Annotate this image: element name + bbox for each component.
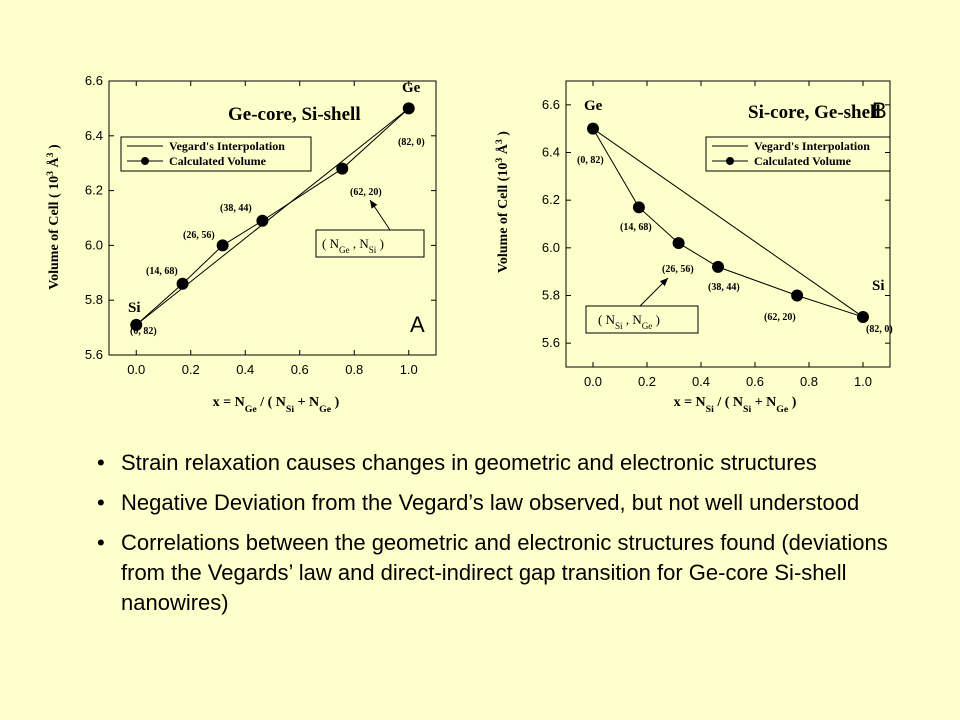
- legend-label: Vegard's Interpolation: [169, 139, 285, 153]
- y-tick-label: 6.4: [542, 145, 560, 160]
- series-line-calculated: [592, 128, 864, 318]
- y-tick-label: 6.0: [542, 240, 560, 255]
- legend-label: Vegard's Interpolation: [754, 139, 870, 153]
- x-tick-label: 0.0: [127, 362, 145, 377]
- chart-panel: 0.0 0.2 0.4 0.6 0.8 1.0 5.6 5.8 6.0 6.2 6.4 6.6 Ge-c…: [45, 73, 437, 415]
- chart-title: Si-core, Ge-shell: [748, 102, 881, 123]
- point-label: (0, 82): [130, 326, 157, 337]
- legend-label: Calculated Volume: [754, 154, 852, 168]
- legend-marker: [726, 157, 734, 165]
- series-line-calculated: [135, 108, 410, 326]
- legend-box: [705, 136, 891, 172]
- point-label: (82, 0): [398, 137, 425, 148]
- y-tick-label: 6.0: [85, 237, 103, 252]
- x-tick-label: 0.6: [291, 362, 309, 377]
- element-label: Si: [128, 300, 141, 316]
- element-label: Ge: [402, 80, 421, 96]
- point-label: (14, 68): [146, 266, 178, 277]
- point-label: (38, 44): [220, 203, 252, 214]
- y-tick-label: 6.6: [542, 97, 560, 112]
- y-tick-label: 6.2: [85, 183, 103, 198]
- legend-marker: [141, 157, 149, 165]
- plot-frame: [565, 80, 891, 368]
- element-label: Si: [872, 278, 885, 294]
- x-tick-label: 0.2: [182, 362, 200, 377]
- data-point: [632, 201, 645, 214]
- data-point: [791, 289, 804, 302]
- x-tick-label: 0.6: [746, 374, 764, 389]
- y-tick-label: 6.6: [85, 73, 103, 88]
- charts-area: 0.0 0.2 0.4 0.6 0.8 1.0 5.6 5.8 6.0 6.2 6.4 6.6 Ge-c…: [45, 73, 893, 415]
- point-label: (26, 56): [183, 230, 215, 241]
- x-tick-label: 1.0: [400, 362, 418, 377]
- element-label: Ge: [584, 98, 603, 114]
- bullet-item: Negative Deviation from the Vegard’s law…: [97, 488, 897, 518]
- y-tick-label: 5.8: [85, 292, 103, 307]
- y-tick-label: 5.6: [85, 347, 103, 362]
- x-tick-label: 0.0: [584, 374, 602, 389]
- chart-panel: 0.0 0.2 0.4 0.6 0.8 1.0 5.6 5.8 6.0 6.2 6.4 6.6 Si-c…: [494, 80, 893, 415]
- data-point: [176, 277, 189, 290]
- panel-label: B: [872, 98, 887, 123]
- annotation-text: ( NSi , NGe ): [598, 312, 660, 331]
- x-tick-label: 0.8: [345, 362, 363, 377]
- plot-frame: [108, 80, 437, 356]
- point-label: (14, 68): [620, 222, 652, 233]
- annotation-box: [585, 305, 699, 334]
- y-tick-label: 6.4: [85, 128, 103, 143]
- x-tick-label: 0.4: [236, 362, 254, 377]
- panel-label: A: [410, 312, 425, 337]
- x-axis-label: x = NGe / ( NSi + NGe ): [213, 395, 340, 415]
- y-tick-label: 6.2: [542, 192, 560, 207]
- data-point: [672, 237, 685, 250]
- point-label: (38, 44): [708, 282, 740, 293]
- data-point: [587, 122, 599, 135]
- data-point: [256, 214, 269, 227]
- legend-label: Calculated Volume: [169, 154, 267, 168]
- y-tick-label: 5.6: [542, 335, 560, 350]
- point-label: (82, 0): [866, 324, 893, 335]
- point-label: (62, 20): [350, 187, 382, 198]
- x-axis-label: x = NSi / ( NSi + NGe ): [674, 395, 797, 415]
- bullet-item: Correlations between the geometric and e…: [97, 528, 897, 618]
- annotation-arrowhead: [659, 278, 668, 287]
- data-point: [130, 318, 143, 331]
- chart-title: Ge-core, Si-shell: [228, 104, 361, 125]
- data-point: [402, 102, 415, 115]
- x-tick-label: 0.8: [800, 374, 818, 389]
- point-label: (26, 56): [662, 264, 694, 275]
- annotation-arrowhead: [370, 200, 378, 209]
- data-point: [336, 162, 349, 175]
- y-axis-label: Volume of Cell (103 Å3 ): [494, 131, 512, 273]
- x-tick-label: 0.4: [692, 374, 710, 389]
- bullet-list: Strain relaxation causes changes in geom…: [97, 448, 897, 628]
- legend-box: [120, 136, 312, 172]
- data-point: [712, 260, 725, 273]
- x-tick-label: 1.0: [854, 374, 872, 389]
- bullet-item: Strain relaxation causes changes in geom…: [97, 448, 897, 478]
- data-point: [857, 310, 869, 323]
- data-point: [216, 239, 229, 252]
- x-tick-label: 0.2: [638, 374, 656, 389]
- annotation-text: ( NGe , NSi ): [322, 236, 384, 255]
- series-line-vegard: [592, 128, 864, 318]
- point-label: (0, 82): [577, 155, 604, 166]
- point-label: (62, 20): [764, 312, 796, 323]
- y-tick-label: 5.8: [542, 288, 560, 303]
- annotation-box: [315, 229, 425, 258]
- y-axis-label: Volume of Cell ( 103 Å3 ): [45, 144, 63, 290]
